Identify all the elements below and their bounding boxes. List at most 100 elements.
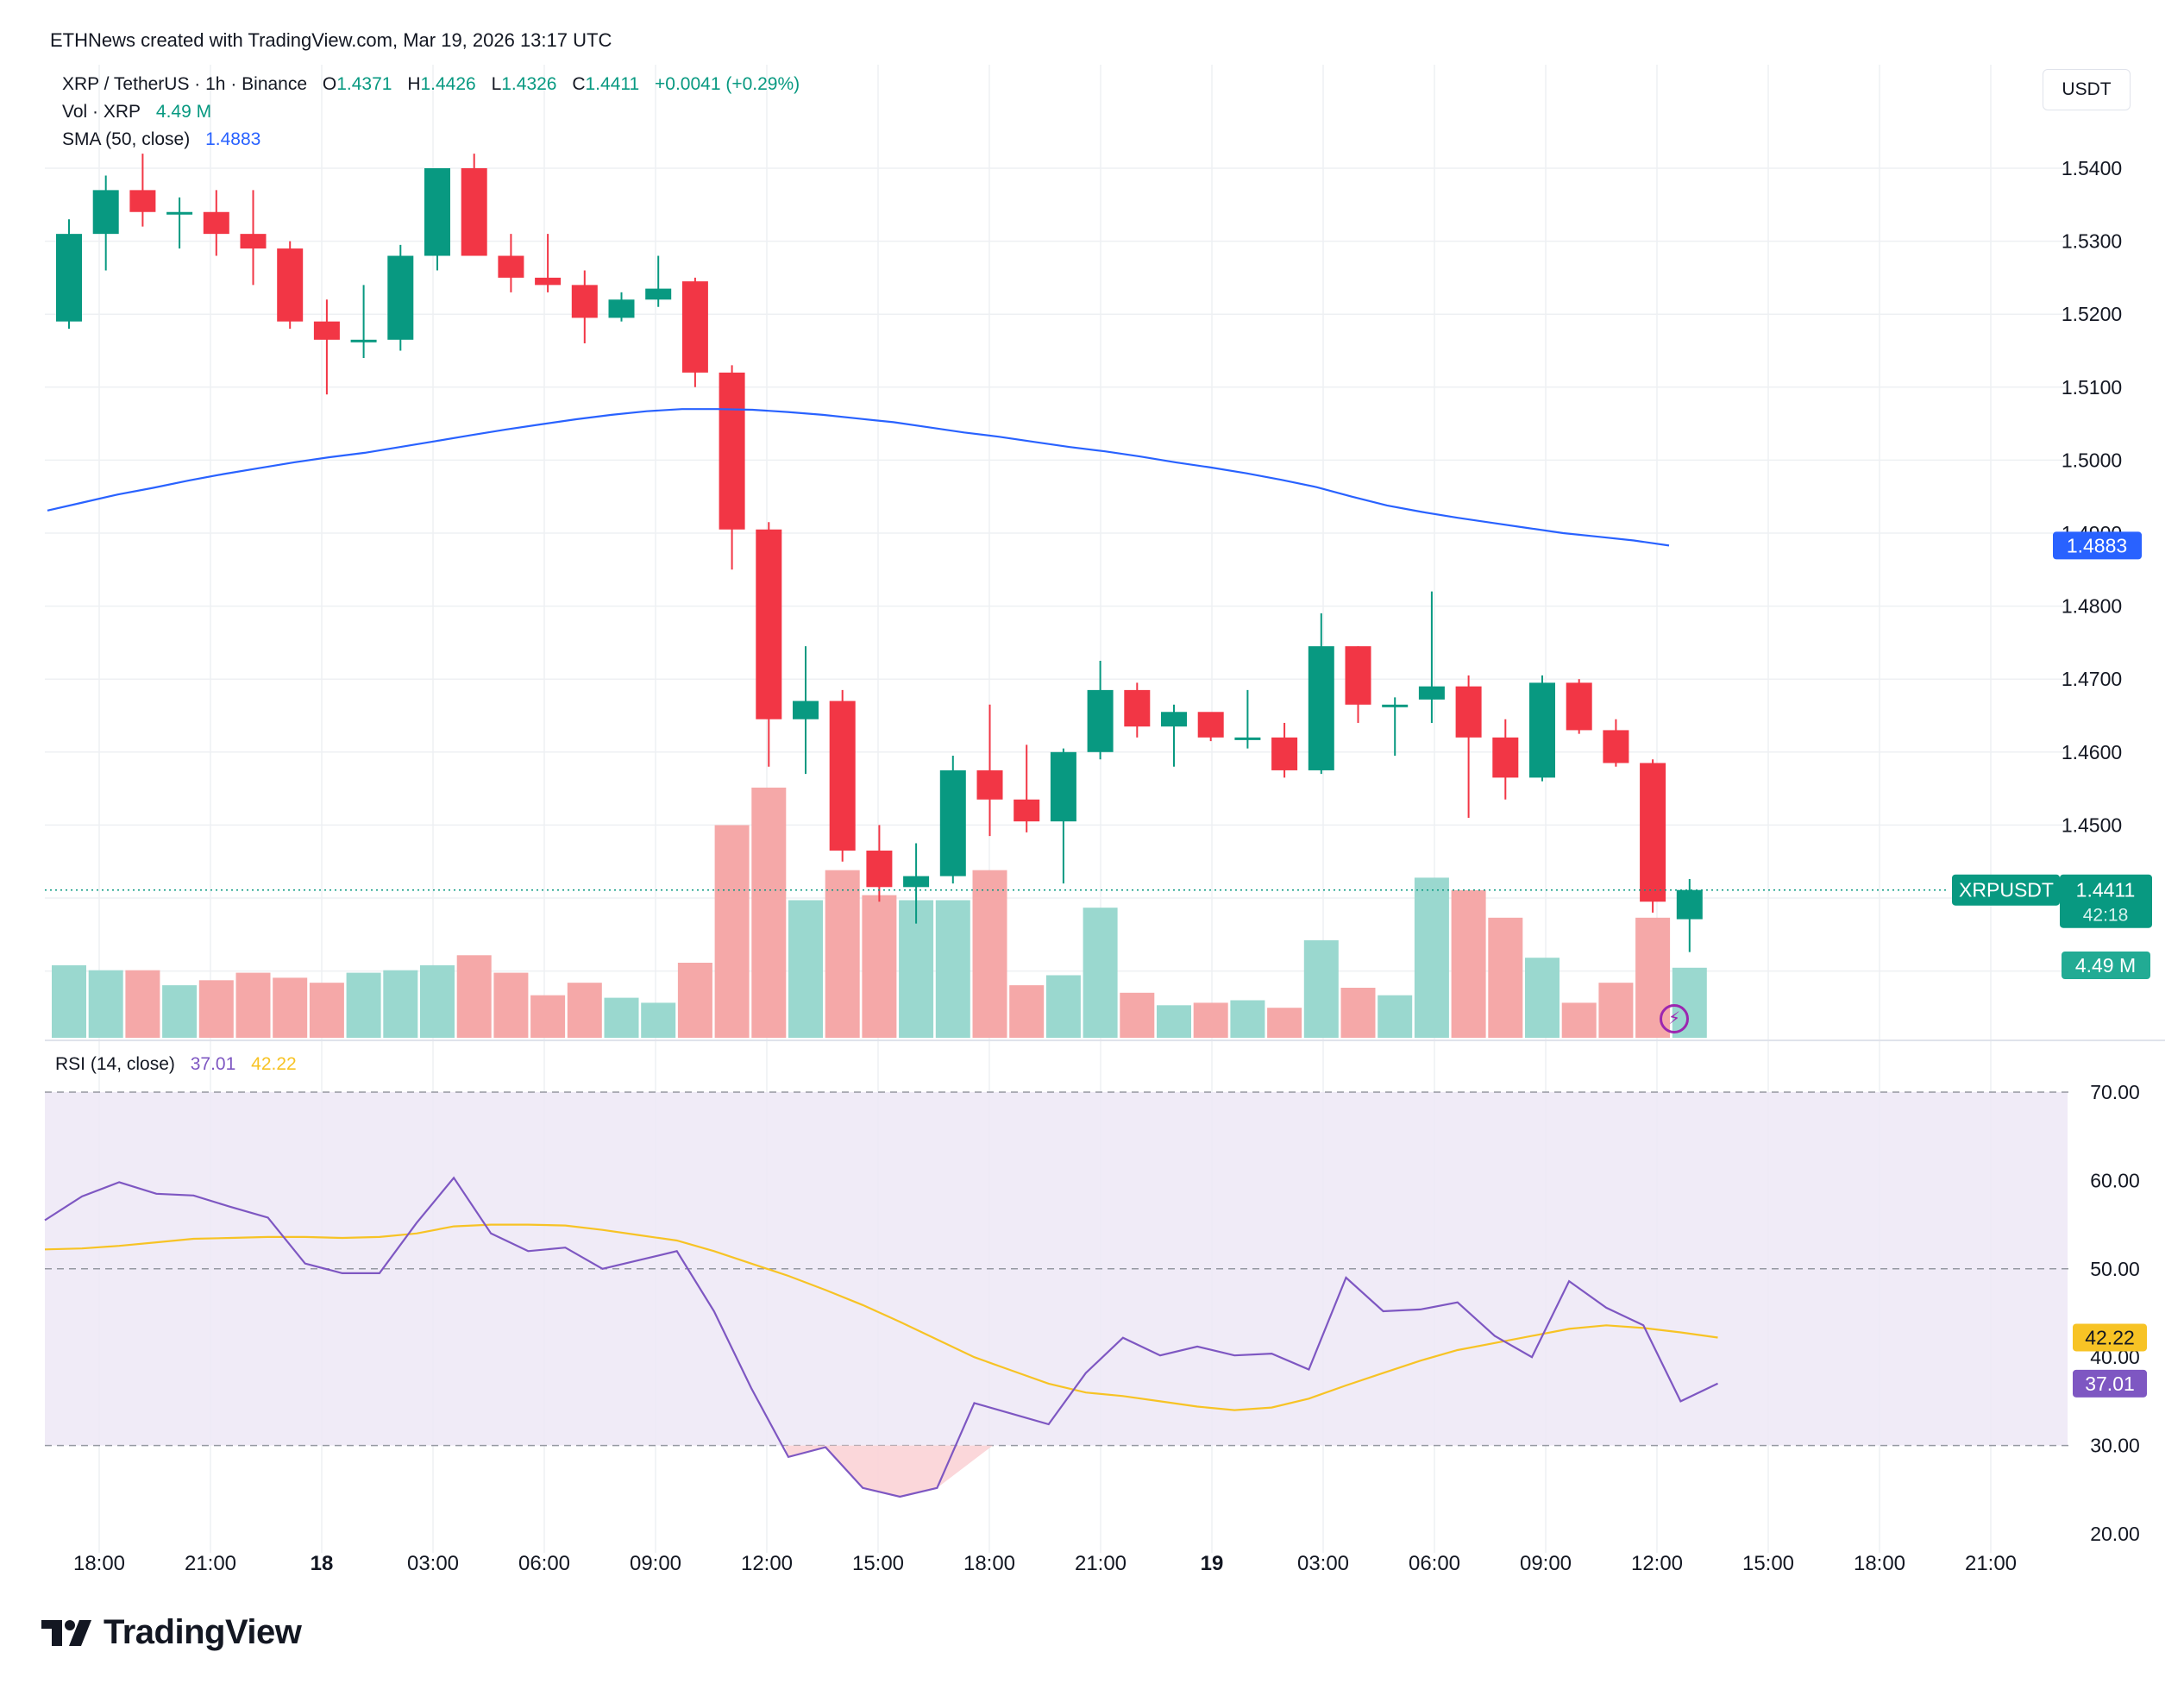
time-axis-label: 21:00: [185, 1552, 236, 1575]
open-value: 1.4371: [336, 74, 392, 94]
candle-down: [498, 255, 524, 278]
volume-bar: [52, 964, 86, 1038]
time-axis-label: 09:00: [1520, 1552, 1572, 1575]
volume-label[interactable]: Vol · XRP: [62, 102, 141, 122]
candle-down: [240, 234, 267, 249]
volume-bar: [1120, 992, 1155, 1038]
volume-bar: [1414, 877, 1449, 1038]
volume-bar: [530, 995, 566, 1038]
time-axis-label: 06:00: [1409, 1552, 1460, 1575]
time-axis-label: 18:00: [73, 1552, 125, 1575]
rsi-badge: [2073, 1369, 2147, 1398]
volume-bar: [1598, 983, 1634, 1038]
volume-bar: [1230, 1000, 1265, 1038]
change-value: +0.0041 (+0.29%): [655, 74, 800, 94]
time-axis-label: 21:00: [1075, 1552, 1127, 1575]
candle-down: [681, 281, 708, 373]
brand-name: TradingView: [104, 1613, 302, 1651]
sma-legend: SMA (50, close) 1.4883: [62, 129, 260, 150]
candle-down: [866, 851, 893, 888]
candle-down: [1271, 737, 1298, 770]
low-value: 1.4326: [501, 74, 557, 94]
candle-up: [645, 288, 672, 300]
candle-up: [92, 190, 119, 235]
volume-bar: [1561, 1002, 1597, 1038]
volume-bar: [420, 964, 455, 1038]
volume-bar: [162, 985, 198, 1038]
volume-bar: [1303, 939, 1339, 1038]
time-axis-label: 21:00: [1965, 1552, 2017, 1575]
price-axis-label: 1.4600: [2062, 741, 2122, 763]
candle-down: [1492, 737, 1519, 778]
rsi-ma-badge-label: 42.22: [2085, 1326, 2135, 1348]
time-axis-label: 18: [311, 1552, 334, 1575]
time-axis-label: 12:00: [1631, 1552, 1683, 1575]
symbol-label[interactable]: XRP / TetherUS · 1h · Binance: [62, 74, 308, 94]
volume-bar: [1083, 908, 1118, 1038]
volume-bar: [456, 955, 492, 1038]
volume-bar: [1488, 917, 1523, 1038]
price-axis-label: 1.4700: [2062, 668, 2122, 690]
volume-badge: [2062, 952, 2150, 979]
candle-up: [939, 769, 966, 876]
volume-bar: [1157, 1005, 1191, 1038]
chart-credit: ETHNews created with TradingView.com, Ma…: [50, 29, 612, 51]
candle-down: [571, 285, 598, 318]
time-axis-label: 06:00: [518, 1552, 570, 1575]
lightning-icon[interactable]: ⚡: [1660, 1004, 1689, 1033]
time-axis-label: 09:00: [630, 1552, 681, 1575]
candle-down: [1455, 686, 1482, 738]
price-axis-label: 1.5100: [2062, 376, 2122, 399]
symbol-badge: [1952, 874, 2060, 906]
volume-bar: [493, 972, 529, 1038]
ohlc-legend: XRP / TetherUS · 1h · Binance O1.4371 H1…: [62, 74, 800, 95]
candle-up: [387, 255, 414, 340]
tradingview-logo[interactable]: TradingView: [41, 1613, 302, 1652]
volume-bar: [1193, 1002, 1228, 1038]
candle-down: [756, 529, 782, 719]
volume-badge-label: 4.49 M: [2075, 954, 2136, 977]
candle-up: [1050, 751, 1076, 822]
volume-bar: [235, 972, 271, 1038]
rsi-label[interactable]: RSI (14, close): [55, 1054, 175, 1074]
sma-label[interactable]: SMA (50, close): [62, 129, 191, 149]
close-label: C: [572, 74, 586, 94]
price-axis-label: 1.5400: [2062, 157, 2122, 179]
price-axis-label: 1.5300: [2062, 230, 2122, 253]
sma-price-badge-label: 1.4883: [2067, 534, 2127, 556]
candle-down: [1640, 763, 1666, 902]
candle-up: [166, 211, 193, 215]
rsi-axis-label: 60.00: [2090, 1169, 2140, 1191]
time-axis-label: 15:00: [852, 1552, 904, 1575]
candle-down: [535, 277, 562, 286]
candle-up: [1418, 686, 1445, 700]
time-axis-label: 03:00: [407, 1552, 459, 1575]
price-axis-label: 1.4800: [2062, 595, 2122, 618]
volume-bar: [1009, 985, 1045, 1038]
volume-bar: [125, 970, 160, 1038]
candle-down: [1014, 799, 1040, 822]
time-axis-label: 15:00: [1742, 1552, 1794, 1575]
close-value: 1.4411: [585, 74, 640, 94]
rsi-axis-label: 30.00: [2090, 1435, 2140, 1457]
rsi-axis-label: 50.00: [2090, 1258, 2140, 1280]
volume-bar: [567, 983, 602, 1038]
time-axis-label: 18:00: [1854, 1552, 1905, 1575]
time-axis-label: 03:00: [1297, 1552, 1349, 1575]
sma-price-badge: [2053, 531, 2142, 560]
candle-up: [350, 339, 377, 342]
volume-bar: [677, 963, 712, 1038]
candle-up: [1161, 712, 1187, 727]
volume-bar: [604, 997, 639, 1038]
rsi-axis-label: 70.00: [2090, 1081, 2140, 1103]
candle-up: [608, 299, 635, 318]
rsi-legend: RSI (14, close) 37.01 42.22: [55, 1054, 297, 1075]
currency-unit-button[interactable]: USDT: [2043, 69, 2131, 110]
volume-bar: [383, 970, 418, 1038]
volume-bar: [1340, 988, 1376, 1038]
candle-up: [1234, 737, 1261, 740]
volume-bar: [972, 870, 1007, 1038]
candle-down: [1124, 689, 1151, 727]
candle-up: [56, 234, 82, 322]
